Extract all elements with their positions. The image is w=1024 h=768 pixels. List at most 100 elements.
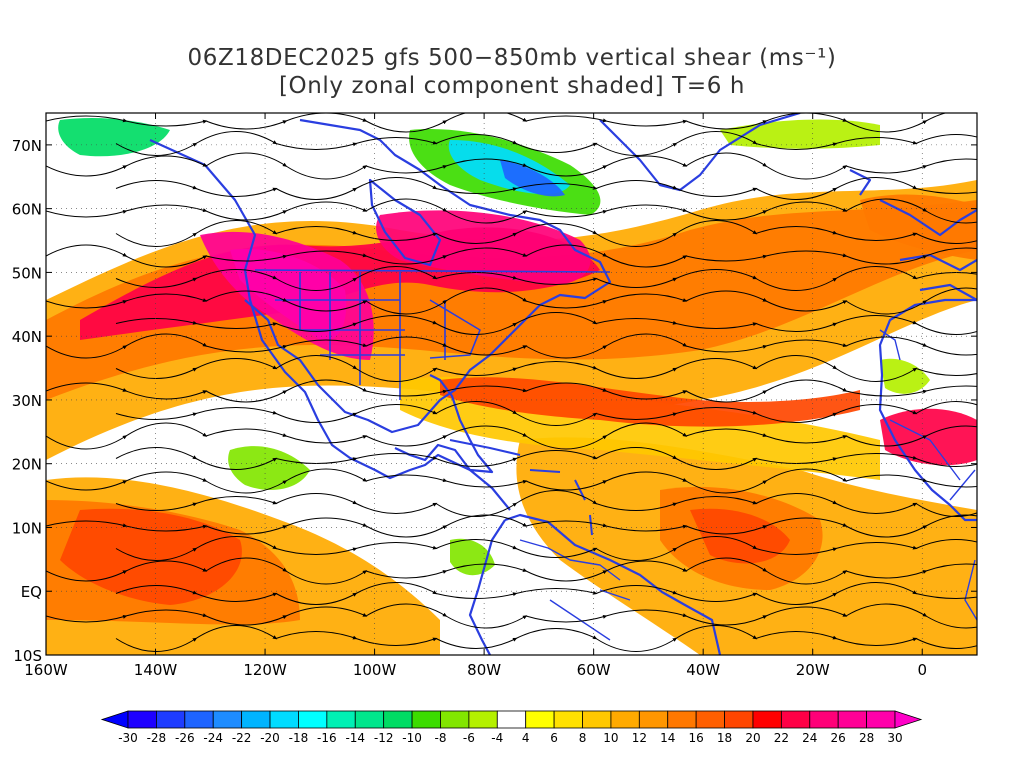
streamline <box>205 428 368 444</box>
lat-tick-label: 70N <box>12 137 42 155</box>
colorbar-label: -16 <box>317 731 337 745</box>
streamline <box>845 514 977 538</box>
colorbar-label: 10 <box>603 731 618 745</box>
title-line-2: [Only zonal component shaded] T=6 h <box>278 73 746 99</box>
streamline <box>915 539 977 549</box>
colorbar-swatch <box>411 710 441 729</box>
streamline <box>365 385 528 397</box>
streamline <box>915 188 977 194</box>
streamline <box>365 287 528 315</box>
streamline <box>755 355 918 382</box>
colorbar-label: -24 <box>203 731 223 745</box>
colorbar-swatch <box>866 710 896 729</box>
streamline <box>845 198 977 224</box>
gridlines <box>46 113 977 655</box>
streamline <box>915 593 977 599</box>
streamline <box>915 233 977 244</box>
colorbar-label: 8 <box>579 731 587 745</box>
colorbar-label: 20 <box>745 731 760 745</box>
lat-tick-label: 10S <box>13 647 42 665</box>
colorbar-label: -22 <box>232 731 252 745</box>
colorbar-label: 24 <box>802 731 817 745</box>
colorbar-swatch <box>156 710 186 729</box>
colorbar-label: -18 <box>289 731 309 745</box>
streamline <box>915 368 977 376</box>
streamline <box>46 422 208 450</box>
colorbar-label: -28 <box>147 731 167 745</box>
streamline <box>115 447 278 470</box>
shear-region <box>58 118 170 157</box>
lon-tick-label: 60W <box>577 661 611 679</box>
colorbar-label: 16 <box>689 731 704 745</box>
streamline <box>595 407 758 420</box>
streamline <box>205 468 368 494</box>
colorbar-swatch <box>440 710 470 729</box>
streamline <box>435 312 598 335</box>
lon-tick-label: 20W <box>796 661 830 679</box>
streamline <box>915 401 977 414</box>
longitude-axis: 160W 140W 120W 100W 80W 60W 40W 20W 0 <box>24 113 927 679</box>
streamline <box>525 155 688 177</box>
streamline <box>275 355 438 382</box>
streamline <box>595 269 758 288</box>
streamline <box>115 269 278 288</box>
lat-tick-label: 60N <box>12 201 42 219</box>
streamline <box>845 247 977 265</box>
streamline <box>755 177 918 200</box>
streamline <box>685 428 848 444</box>
colorbar-label: -6 <box>463 731 475 745</box>
colorbar-swatch <box>780 710 811 729</box>
streamline <box>205 606 368 626</box>
lat-tick-label: 20N <box>12 456 42 474</box>
streamline <box>845 336 977 356</box>
lon-tick-label: 120W <box>243 661 287 679</box>
streamline <box>46 382 208 400</box>
colorbar-label: 14 <box>660 731 675 745</box>
streamline <box>46 520 208 532</box>
streamline <box>205 557 368 585</box>
streamline <box>275 493 438 514</box>
streamline <box>525 204 688 218</box>
streamline <box>915 503 977 517</box>
colorbar-swatch <box>809 710 839 729</box>
lat-tick-label: 10N <box>12 519 42 537</box>
streamline <box>365 474 528 488</box>
streamline <box>365 336 528 356</box>
colorbar-swatch <box>212 710 243 729</box>
streamline <box>365 247 528 265</box>
streamline <box>275 177 438 200</box>
streamline <box>115 318 278 329</box>
colorbar-label: 28 <box>859 731 874 745</box>
colorbar-label: 6 <box>550 731 558 745</box>
shear-region <box>230 249 347 341</box>
colorbar-label: 26 <box>831 731 846 745</box>
colorbar-label: 18 <box>717 731 732 745</box>
lat-tick-label: 40N <box>12 328 42 346</box>
lon-tick-label: 160W <box>24 661 68 679</box>
streamline <box>915 458 977 467</box>
streamline <box>525 382 688 400</box>
streamline <box>365 514 528 538</box>
streamline <box>525 422 688 450</box>
streamline <box>365 113 528 133</box>
chart-title: 06Z18DEC2025 gfs 500−850mb vertical shea… <box>0 44 1024 100</box>
streamline <box>755 493 918 514</box>
streamline <box>205 339 368 353</box>
streamline <box>115 536 278 561</box>
streamline <box>685 557 848 585</box>
plot-frame <box>45 112 978 656</box>
streamline <box>845 603 977 629</box>
streamline <box>115 131 278 156</box>
colorbar-label: -12 <box>374 731 394 745</box>
colorbar-swatch <box>383 710 413 729</box>
colorbar-swatch <box>752 710 782 729</box>
streamline <box>685 339 848 353</box>
streamline <box>435 361 598 376</box>
streamline <box>46 471 208 491</box>
colorbar-swatch <box>326 710 356 729</box>
streamline <box>275 631 438 646</box>
streamline <box>595 318 758 329</box>
colorbar-swatch <box>553 710 583 729</box>
streamline <box>275 266 438 291</box>
